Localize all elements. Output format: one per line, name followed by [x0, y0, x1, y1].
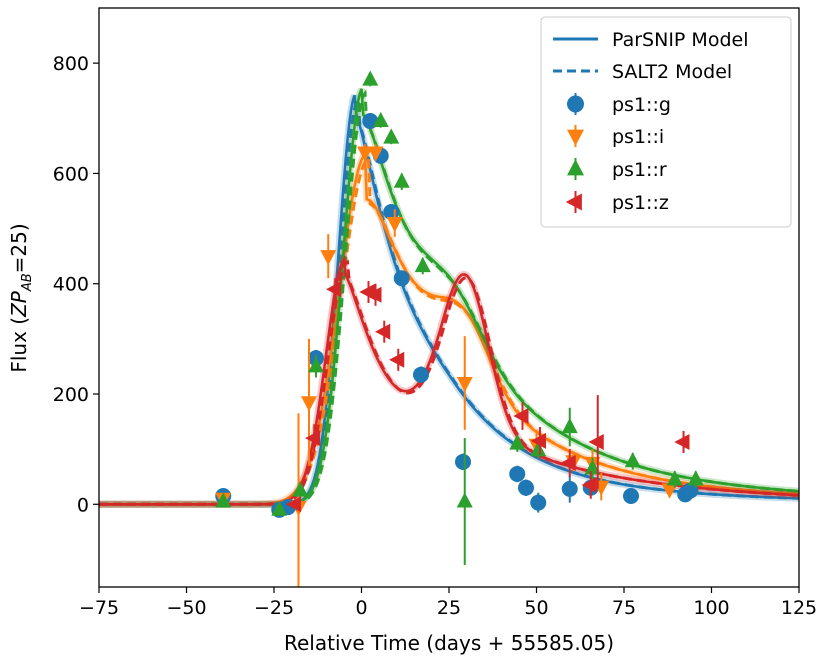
data-point: [456, 492, 473, 508]
data-point: [530, 494, 547, 511]
y-tick-label: 0: [77, 494, 89, 516]
data-point: [581, 476, 597, 493]
data-point: [682, 482, 699, 499]
data-point: [513, 408, 529, 425]
data-point: [389, 351, 405, 368]
data-point: [292, 481, 309, 497]
data-point: [561, 480, 578, 497]
data-point: [305, 430, 321, 447]
data-point: [372, 111, 389, 128]
x-tick-label: 25: [437, 597, 461, 619]
legend-parsnip-label: ParSNIP Model: [612, 29, 748, 51]
data-point: [560, 454, 576, 471]
x-tick-label: −75: [79, 597, 119, 619]
data-point: [456, 376, 473, 393]
data-point: [271, 500, 288, 516]
data-point: [393, 172, 410, 188]
parsnip-model-line: [99, 255, 799, 506]
data-point: [215, 492, 232, 508]
x-tick-label: −25: [254, 597, 294, 619]
data-point: [584, 459, 601, 475]
data-point: [530, 432, 546, 449]
data-point: [320, 250, 337, 266]
legend-frame: [540, 16, 792, 228]
data-point: [366, 286, 382, 303]
data-point: [623, 488, 639, 505]
data-point: [326, 281, 342, 298]
x-axis-label: Relative Time (days + 55585.05): [284, 631, 614, 655]
x-tick-label: −50: [166, 597, 206, 619]
legend-r-label: ps1::r: [612, 159, 667, 181]
x-tick-label: 0: [355, 597, 367, 619]
data-point: [386, 217, 403, 233]
data-point: [414, 256, 431, 273]
data-point: [308, 357, 324, 373]
axes-ticks: −75 −50 −25 0 25 50 75 100 125 0 200 400 600 800: [53, 53, 817, 619]
data-point: [301, 396, 317, 412]
legend-i-label: ps1::i: [612, 126, 664, 148]
x-tick-label: 125: [781, 597, 817, 619]
plot-frame: [98, 7, 800, 588]
model-curves: [99, 87, 799, 508]
data-point: [661, 483, 678, 499]
data-point: [666, 470, 683, 486]
y-tick-label: 800: [53, 53, 89, 75]
y-tick-label: 400: [53, 274, 89, 296]
y-tick-label: 600: [53, 163, 89, 185]
legend-marker: [565, 193, 582, 211]
x-tick-label: 100: [693, 597, 729, 619]
legend-marker: [567, 129, 584, 146]
data-point: [561, 417, 578, 434]
data-point: [518, 479, 534, 496]
data-point: [285, 496, 301, 513]
data-point: [383, 128, 400, 144]
data-point: [674, 433, 690, 450]
data-point: [509, 465, 526, 482]
data-point: [455, 453, 471, 470]
legend-marker: [567, 159, 584, 176]
y-tick-label: 200: [53, 384, 89, 406]
legend-g-label: ps1::g: [612, 94, 671, 116]
data-point: [393, 270, 410, 287]
x-tick-label: 50: [524, 597, 548, 619]
legend-marker: [567, 95, 584, 113]
data-point: [530, 441, 547, 457]
data-point: [367, 146, 384, 162]
legend-z-label: ps1::z: [612, 192, 669, 214]
data-point: [362, 70, 379, 86]
observation-points: [215, 70, 704, 587]
data-point: [588, 433, 604, 450]
data-point: [375, 323, 391, 340]
y-axis-label: Flux (ZPAB=25): [7, 223, 35, 372]
x-tick-label: 75: [612, 597, 636, 619]
data-point: [509, 434, 526, 450]
legend-salt2-label: SALT2 Model: [612, 61, 732, 83]
data-point: [624, 452, 641, 468]
data-point: [687, 470, 704, 486]
legend: ParSNIP Model SALT2 Model ps1::g ps1::i …: [540, 16, 792, 228]
data-point: [413, 366, 429, 383]
data-point: [357, 146, 373, 162]
